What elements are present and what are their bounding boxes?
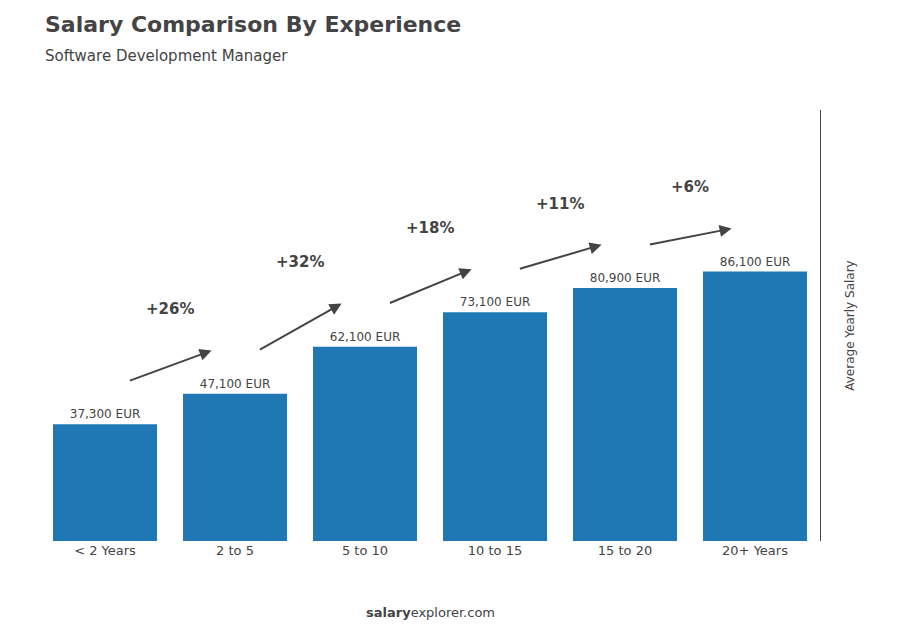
svg-text:+26%: +26% <box>146 300 194 318</box>
svg-text:47,100 EUR: 47,100 EUR <box>200 377 271 391</box>
svg-text:< 2 Years: < 2 Years <box>74 543 136 558</box>
svg-text:20+ Years: 20+ Years <box>722 543 788 558</box>
svg-text:37,300 EUR: 37,300 EUR <box>70 407 141 421</box>
svg-text:62,100 EUR: 62,100 EUR <box>330 330 401 344</box>
svg-text:+6%: +6% <box>671 178 709 196</box>
svg-text:Average Yearly Salary: Average Yearly Salary <box>843 260 857 390</box>
svg-text:80,900 EUR: 80,900 EUR <box>590 271 661 285</box>
svg-text:5 to 10: 5 to 10 <box>342 543 388 558</box>
svg-text:+11%: +11% <box>536 195 584 213</box>
svg-text:Salary Comparison By Experienc: Salary Comparison By ExperienceSoftware … <box>45 12 461 65</box>
svg-text:2 to 5: 2 to 5 <box>216 543 254 558</box>
svg-text:15 to 20: 15 to 20 <box>598 543 652 558</box>
svg-text:86,100 EUR: 86,100 EUR <box>720 255 791 269</box>
svg-text:73,100 EUR: 73,100 EUR <box>460 295 531 309</box>
svg-text:+18%: +18% <box>406 219 454 237</box>
svg-text:+32%: +32% <box>276 253 324 271</box>
svg-text:10 to 15: 10 to 15 <box>468 543 522 558</box>
svg-text:salaryexplorer.com: salaryexplorer.com <box>366 605 495 620</box>
